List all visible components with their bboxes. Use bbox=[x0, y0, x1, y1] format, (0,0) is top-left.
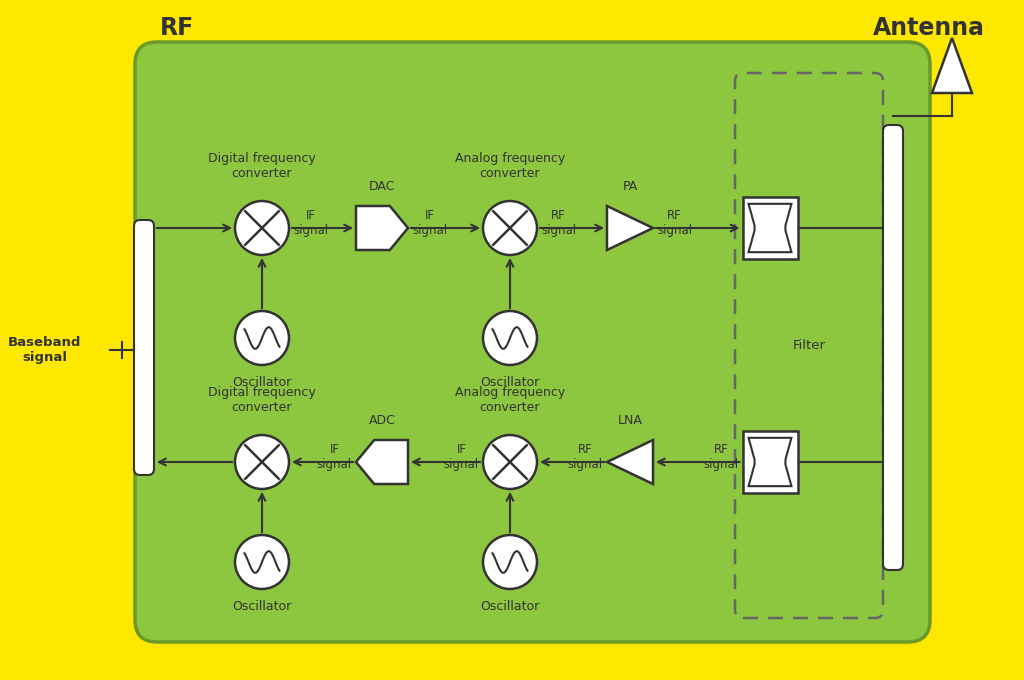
Text: RF
signal: RF signal bbox=[568, 443, 603, 471]
Circle shape bbox=[483, 435, 537, 489]
Circle shape bbox=[483, 535, 537, 589]
Text: IF
signal: IF signal bbox=[412, 209, 447, 237]
FancyBboxPatch shape bbox=[134, 220, 154, 475]
Circle shape bbox=[234, 435, 289, 489]
Text: ADC: ADC bbox=[369, 413, 395, 426]
Polygon shape bbox=[356, 206, 408, 250]
Circle shape bbox=[483, 201, 537, 255]
Polygon shape bbox=[607, 206, 653, 250]
Text: RF: RF bbox=[160, 16, 195, 40]
Text: DAC: DAC bbox=[369, 180, 395, 192]
Text: PA: PA bbox=[623, 180, 638, 192]
Text: RF
signal: RF signal bbox=[541, 209, 577, 237]
Polygon shape bbox=[607, 440, 653, 484]
Text: Digital frequency
converter: Digital frequency converter bbox=[208, 152, 315, 180]
Text: Oscillator: Oscillator bbox=[480, 377, 540, 390]
Text: Oscillator: Oscillator bbox=[232, 600, 292, 613]
Text: Digital frequency
converter: Digital frequency converter bbox=[208, 386, 315, 414]
Circle shape bbox=[234, 535, 289, 589]
Text: LNA: LNA bbox=[617, 413, 642, 426]
Text: IF
signal: IF signal bbox=[316, 443, 352, 471]
FancyBboxPatch shape bbox=[735, 73, 883, 618]
Text: Baseband
signal: Baseband signal bbox=[8, 336, 81, 364]
Text: Analog frequency
converter: Analog frequency converter bbox=[455, 152, 565, 180]
Circle shape bbox=[483, 311, 537, 365]
Text: Oscillator: Oscillator bbox=[480, 600, 540, 613]
Text: RF
signal: RF signal bbox=[657, 209, 692, 237]
Bar bbox=[742, 431, 798, 493]
Text: Oscillator: Oscillator bbox=[232, 377, 292, 390]
Text: RF
signal: RF signal bbox=[703, 443, 738, 471]
Text: Analog frequency
converter: Analog frequency converter bbox=[455, 386, 565, 414]
Polygon shape bbox=[749, 438, 792, 486]
Bar bbox=[742, 197, 798, 259]
Polygon shape bbox=[749, 204, 792, 252]
Text: Filter: Filter bbox=[793, 339, 825, 352]
Polygon shape bbox=[356, 440, 408, 484]
Circle shape bbox=[234, 201, 289, 255]
FancyBboxPatch shape bbox=[883, 125, 903, 570]
Text: IF
signal: IF signal bbox=[443, 443, 479, 471]
Polygon shape bbox=[932, 38, 972, 93]
Text: IF
signal: IF signal bbox=[293, 209, 328, 237]
Circle shape bbox=[234, 311, 289, 365]
Text: Antenna: Antenna bbox=[873, 16, 985, 40]
FancyBboxPatch shape bbox=[135, 42, 930, 642]
